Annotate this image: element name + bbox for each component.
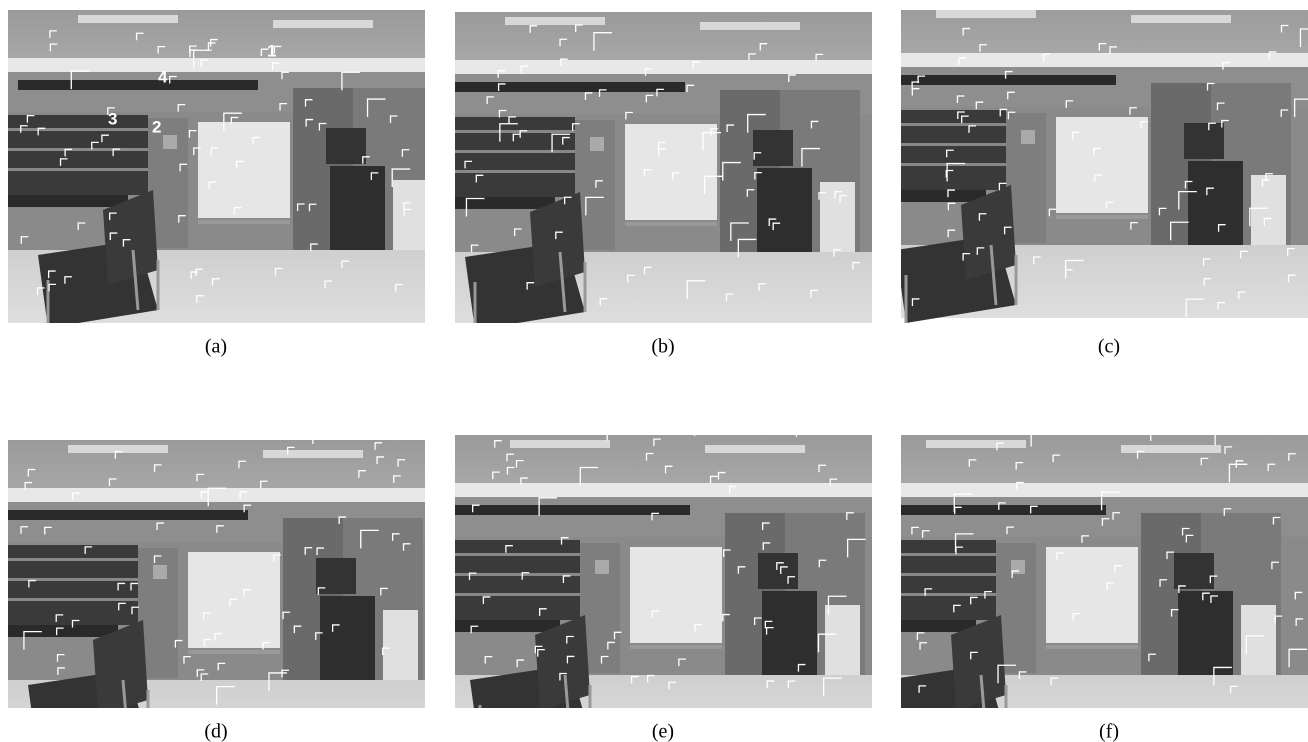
feature-marker — [664, 413, 671, 420]
feature-marker — [397, 433, 404, 440]
feature-label: 4 — [158, 67, 168, 86]
feature-marker — [1182, 418, 1189, 425]
figure: 1 2 3 4 (a) (b) (c) (d) (e) (f) — [0, 0, 1308, 742]
feature-marker — [926, 420, 933, 427]
feature-marker — [1062, 412, 1069, 419]
feature-label: 3 — [108, 109, 117, 128]
photo — [0, 411, 458, 742]
photo-panel — [826, 5, 1308, 323]
caption: (c) — [1098, 336, 1120, 358]
caption: (f) — [1099, 721, 1119, 742]
caption: (b) — [651, 336, 674, 358]
photo-panel: 1 2 3 4 — [0, 10, 468, 328]
caption: (a) — [205, 336, 227, 358]
feature-marker — [281, 427, 288, 434]
page: 1234(a)(b)(c)(d)(e)(f) (() => { const da… — [0, 0, 1308, 742]
photo-panel — [0, 411, 458, 742]
photo: 1 2 3 4 — [0, 10, 468, 328]
scene — [0, 440, 458, 742]
caption: (d) — [204, 721, 227, 742]
photo — [826, 5, 1308, 323]
photo — [400, 413, 900, 742]
feature-marker — [737, 416, 744, 423]
feature-marker — [506, 428, 513, 435]
scene — [400, 435, 900, 742]
caption: (e) — [652, 721, 674, 742]
feature-marker — [943, 426, 950, 433]
feature-marker — [653, 413, 660, 420]
feature-marker — [796, 419, 814, 437]
feature-marker — [312, 417, 319, 424]
photo-panel — [395, 12, 895, 330]
scene — [816, 435, 1308, 742]
photo-panel — [816, 412, 1308, 742]
feature-marker — [983, 426, 990, 433]
photo-panel — [400, 413, 900, 742]
feature-marker — [381, 419, 388, 426]
feature-label: 2 — [152, 117, 161, 136]
photo — [816, 412, 1308, 742]
feature-marker — [506, 414, 513, 421]
scene — [826, 5, 1308, 323]
feature-marker — [1013, 415, 1020, 422]
feature-label: 1 — [267, 41, 276, 60]
feature-marker — [47, 411, 54, 418]
photo — [395, 12, 895, 330]
